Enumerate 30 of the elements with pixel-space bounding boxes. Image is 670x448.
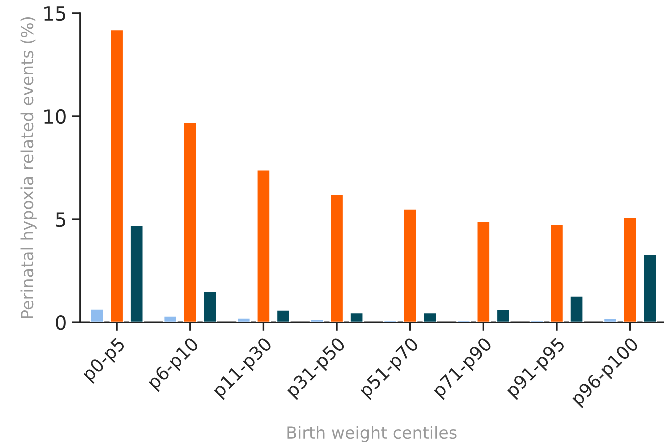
bar xyxy=(496,308,511,323)
bar xyxy=(130,225,144,323)
bar xyxy=(276,310,291,323)
y-axis-title: Perinatal hypoxia related events (%) xyxy=(20,18,37,318)
bar xyxy=(569,295,584,323)
bar xyxy=(202,290,218,323)
bar xyxy=(623,216,638,323)
y-tick-label: 5 xyxy=(56,212,66,228)
bar xyxy=(350,312,364,323)
bar xyxy=(530,320,544,323)
bar xyxy=(330,194,344,323)
bar xyxy=(456,320,472,323)
bar xyxy=(403,208,418,323)
bar xyxy=(90,308,105,323)
y-tick-label: 15 xyxy=(44,6,66,22)
bar xyxy=(476,220,491,323)
bar xyxy=(550,224,564,323)
bar xyxy=(183,122,198,323)
bar xyxy=(383,320,398,323)
x-axis-title: Birth weight centiles xyxy=(288,426,457,442)
bar xyxy=(422,312,438,323)
bar xyxy=(642,254,658,323)
bar xyxy=(310,318,325,323)
y-tick-label: 0 xyxy=(56,316,66,330)
bar xyxy=(236,318,252,323)
bar xyxy=(256,169,271,323)
bar xyxy=(603,318,618,323)
bar xyxy=(110,29,124,323)
bar xyxy=(163,315,178,323)
y-tick-label: 10 xyxy=(44,109,66,124)
